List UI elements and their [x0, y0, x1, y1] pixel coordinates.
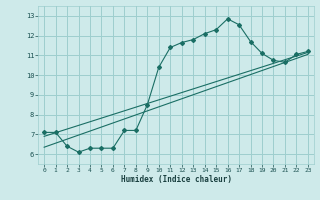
- X-axis label: Humidex (Indice chaleur): Humidex (Indice chaleur): [121, 175, 231, 184]
